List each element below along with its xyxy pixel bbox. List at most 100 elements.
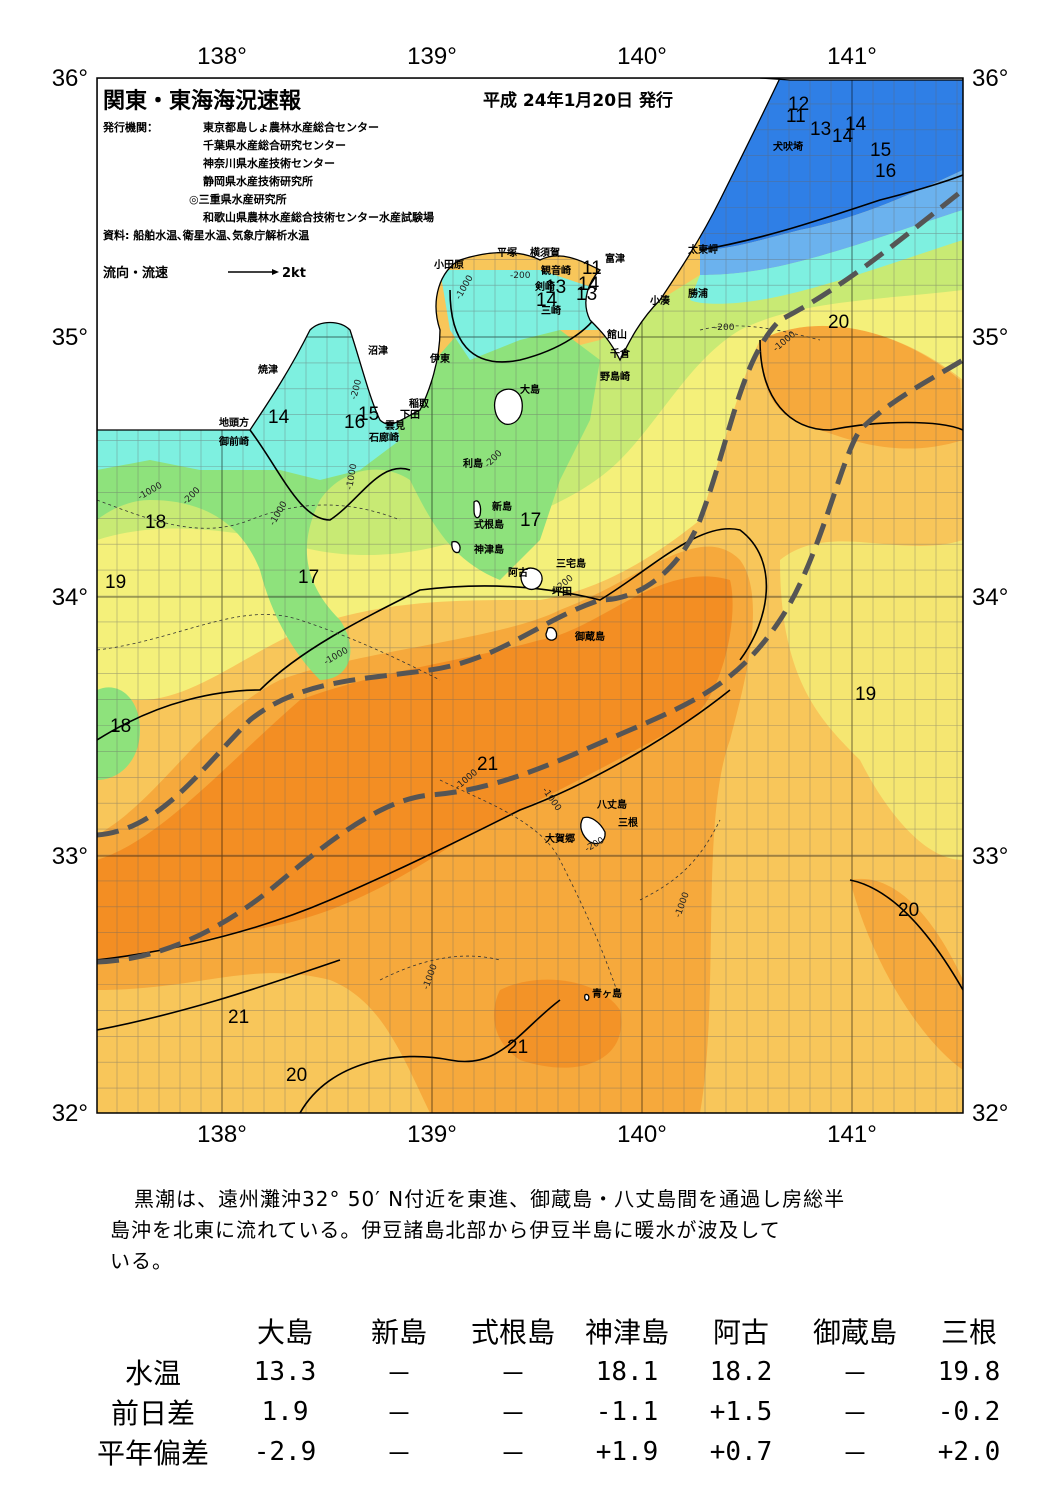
- isotherm-label: 13: [545, 277, 566, 298]
- sea-temperature-map: 138° 139° 140° 141° 138° 139° 140° 141° 36° 35°…: [52, 43, 1009, 1148]
- longitude-label: 141°: [827, 1121, 877, 1148]
- table-cell: －: [841, 1359, 868, 1390]
- table-row: 平年偏差 -2.9 － － +1.9 +0.7 － +2.0: [78, 1432, 1026, 1472]
- comment-line: 黒潮は、遠州灘沖32° 50′ N付近を東進、御蔵島・八丈島間を通過し房総半: [134, 1187, 846, 1211]
- flow-label: 流向・流速: [103, 265, 168, 281]
- table-cell: 18.1: [595, 1357, 659, 1387]
- place-name: 観音崎: [541, 264, 571, 277]
- isotherm-label: 20: [898, 900, 919, 921]
- depth-contours: [97, 325, 821, 1001]
- isotherm-label: 21: [228, 1007, 249, 1028]
- table-corner: [78, 1310, 228, 1352]
- map-frame: [96, 77, 964, 1114]
- table-cell: －: [841, 1399, 868, 1430]
- issuer-4: 静岡県水産技術研究所: [203, 174, 313, 188]
- latitude-label: 35°: [52, 324, 88, 351]
- flow-arrow-head-icon: [272, 269, 279, 275]
- place-name: 地頭方: [219, 416, 249, 429]
- table-cell: 13.3: [253, 1357, 317, 1387]
- comment-line: 島沖を北東に流れている。伊豆諸島北部から伊豆半島に暖水が波及して: [110, 1218, 781, 1242]
- table-cell: +1.5: [709, 1397, 773, 1427]
- isotherm-label: 11: [786, 106, 806, 127]
- place-name: 太東岬: [687, 243, 718, 256]
- isotherm-label: 14: [536, 290, 558, 311]
- table-cell: －: [841, 1439, 868, 1470]
- latitude-label: 34°: [52, 584, 88, 611]
- column-header: 大島: [256, 1316, 313, 1349]
- issuer-5: ◎三重県水産研究所: [189, 192, 287, 206]
- place-name: 利島: [463, 457, 483, 470]
- isotherm-label: 14: [832, 126, 854, 147]
- table-row: 水温 13.3 － － 18.1 18.2 － 19.8: [78, 1352, 1026, 1392]
- table-cell: －: [385, 1439, 412, 1470]
- longitude-label: 139°: [407, 1121, 457, 1148]
- longitude-label: 138°: [197, 1121, 247, 1148]
- place-name: 御蔵島: [574, 630, 605, 643]
- place-name: 神津島: [474, 543, 504, 556]
- place-name: 坪田: [552, 585, 572, 598]
- table-cell: －: [499, 1399, 526, 1430]
- place-name: 館山: [606, 328, 627, 341]
- isotherm-label: 21: [507, 1037, 528, 1058]
- place-name: 石廊崎: [368, 431, 399, 444]
- place-name: 稲取: [409, 397, 430, 410]
- table-cell: 1.9: [261, 1397, 309, 1427]
- isotherm-label: 19: [105, 572, 126, 593]
- place-name: 三崎: [541, 304, 561, 317]
- table-row: 前日差 1.9 － － -1.1 +1.5 － -0.2: [78, 1392, 1026, 1432]
- table-cell: 18.2: [709, 1357, 773, 1387]
- isotherm-label: 13: [576, 284, 597, 305]
- place-name: 新島: [492, 500, 512, 513]
- place-name: 犬吠埼: [773, 140, 803, 153]
- island-temperature-table: 大島 新島 式根島 神津島 阿古 御蔵島 三根 水温 13.3 － － 18.1 18.2…: [78, 1310, 1026, 1472]
- column-header: 新島: [370, 1316, 427, 1349]
- table-cell: －: [385, 1359, 412, 1390]
- latitude-labels-right: 36° 35° 34° 33° 32°: [972, 65, 1008, 1127]
- place-name: 小湊: [649, 294, 671, 307]
- isotherm-label: 19: [855, 684, 876, 705]
- row-label: 平年偏差: [96, 1437, 209, 1470]
- latitude-label: 32°: [52, 1100, 88, 1127]
- depth-label: -200: [714, 323, 735, 333]
- place-name: 横須賀: [530, 246, 560, 259]
- isotherm-label: 11: [582, 258, 602, 279]
- place-name: 沼津: [368, 344, 388, 357]
- table-cell: -0.2: [937, 1397, 1001, 1427]
- latitude-label: 33°: [972, 843, 1008, 870]
- place-name: 野島崎: [600, 370, 630, 383]
- row-label: 水温: [124, 1357, 181, 1390]
- place-name: 伊東: [429, 352, 450, 365]
- isotherm-label: 21: [477, 754, 498, 775]
- isotherm-label: 17: [298, 567, 319, 588]
- issuer-6: 和歌山県農林水産総合技術センター水産試験場: [203, 210, 434, 224]
- isotherm-label: 20: [286, 1065, 307, 1086]
- table-cell: +0.7: [709, 1437, 773, 1467]
- place-name: 剣崎: [534, 280, 555, 293]
- table-cell: 19.8: [937, 1357, 1001, 1387]
- place-name: 御前崎: [218, 435, 249, 448]
- column-header: 式根島: [470, 1316, 555, 1349]
- row-label: 前日差: [110, 1397, 195, 1430]
- latitude-label: 33°: [52, 843, 88, 870]
- place-name: 阿古: [508, 566, 528, 579]
- latitude-label: 32°: [972, 1100, 1008, 1127]
- isotherm-label: 16: [875, 161, 896, 182]
- isotherm-label: 14: [268, 407, 290, 428]
- depth-label: -1000: [345, 463, 359, 491]
- isotherm-label: 16: [344, 412, 365, 433]
- place-name: 三宅島: [556, 557, 586, 570]
- place-name: 平塚: [497, 246, 517, 259]
- isotherm-label: 18: [110, 716, 131, 737]
- table-cell: －: [385, 1399, 412, 1430]
- longitude-labels-bottom: 138° 139° 140° 141°: [197, 1121, 877, 1148]
- issue-date: 平成 24年1月20日 発行: [483, 90, 673, 111]
- latitude-label: 36°: [972, 65, 1008, 92]
- longitude-labels-top: 138° 139° 140° 141°: [197, 43, 877, 70]
- issuers-label: 発行機関：: [102, 120, 158, 134]
- latitude-labels-left: 36° 35° 34° 33° 32°: [52, 65, 88, 1127]
- isotherm-label: 17: [520, 510, 541, 531]
- table-header-row: 大島 新島 式根島 神津島 阿古 御蔵島 三根: [78, 1310, 1026, 1352]
- isotherm-label: 12: [788, 94, 809, 115]
- table-cell: －: [499, 1439, 526, 1470]
- place-name-group: 犬吠埼 太東岬 勝浦 小湊 富津 横須賀 観音崎 平塚 小田原 剣崎 三崎 館山…: [218, 140, 803, 1000]
